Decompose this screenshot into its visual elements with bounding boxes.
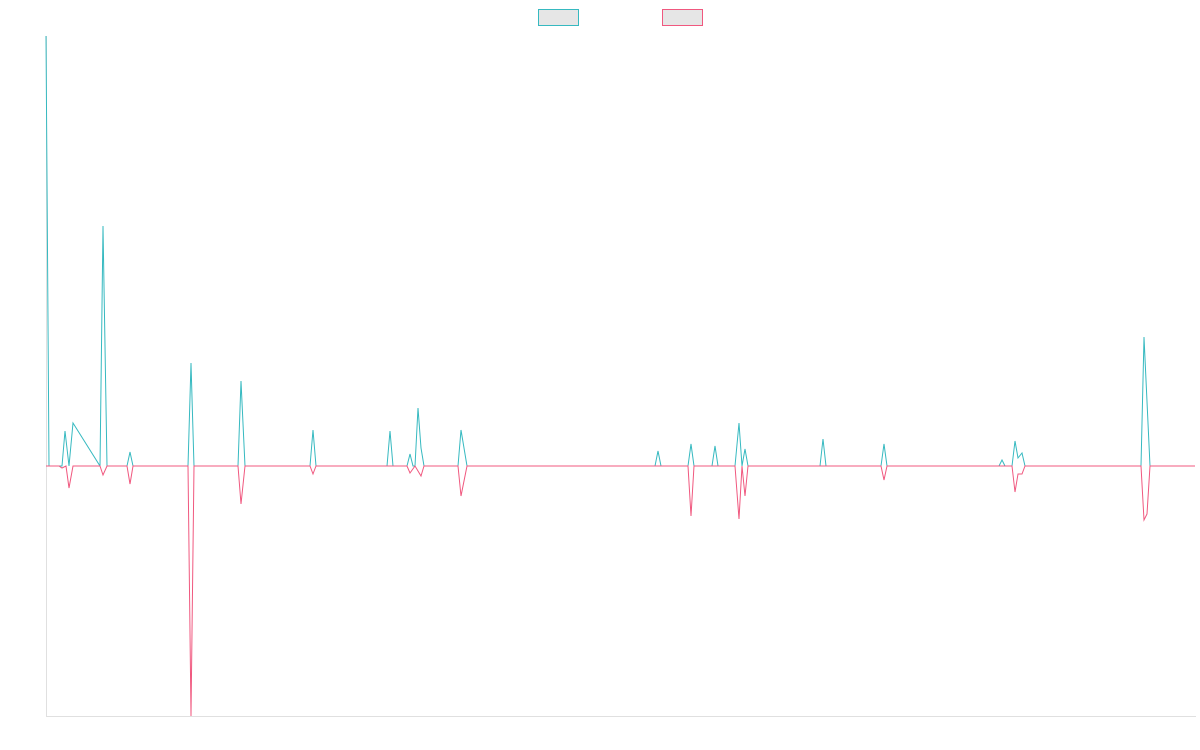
legend — [538, 9, 703, 26]
series-line — [46, 465, 1195, 717]
plot-area — [45, 35, 1195, 717]
legend-swatch — [662, 9, 703, 26]
legend-swatch — [538, 9, 579, 26]
series-line — [45, 35, 1195, 468]
